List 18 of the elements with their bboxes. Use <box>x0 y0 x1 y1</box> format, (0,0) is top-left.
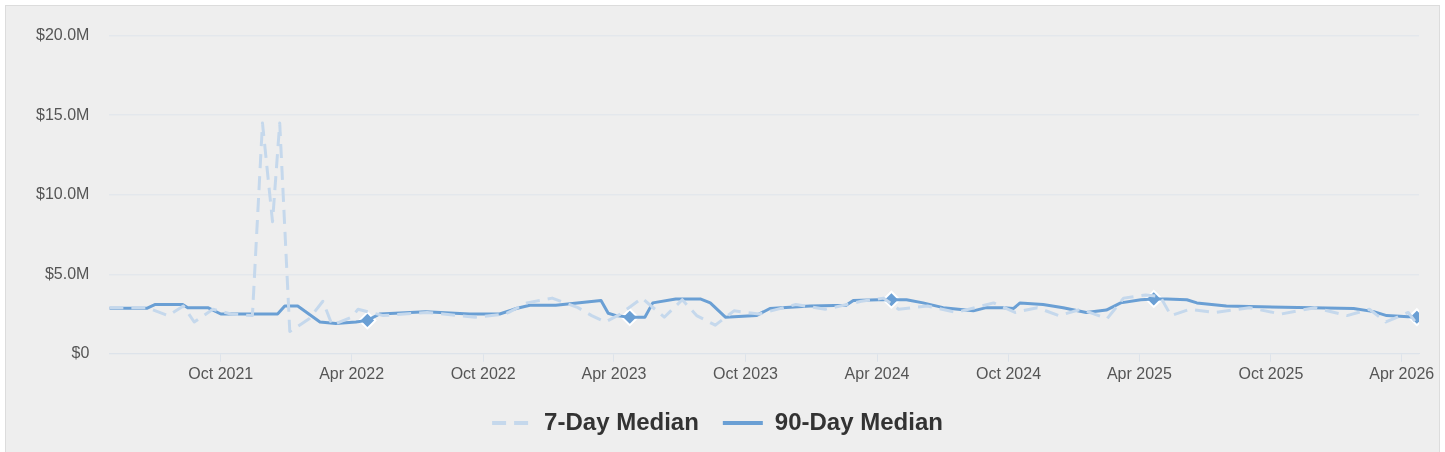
x-tick-label: Apr 2023 <box>581 364 647 382</box>
x-tick-label: Apr 2022 <box>319 364 385 382</box>
y-tick-label: $15.0M <box>35 105 90 123</box>
x-tick-label: Oct 2024 <box>976 364 1042 382</box>
y-tick-label: $5.0M <box>44 264 90 282</box>
y-tick-label: $0 <box>71 344 90 362</box>
line-series <box>109 121 1417 334</box>
x-tick-label: Oct 2025 <box>1238 364 1304 382</box>
x-tick-label: Oct 2021 <box>188 364 254 382</box>
x-tick-label: Apr 2024 <box>844 364 910 382</box>
y-tick-label: $10.0M <box>35 185 90 203</box>
y-tick-label: $20.0M <box>35 26 90 44</box>
x-tick-label: Oct 2023 <box>713 364 779 382</box>
x-tick-label: Apr 2025 <box>1106 364 1172 382</box>
x-tick-label: Oct 2022 <box>450 364 516 382</box>
legend-label: 7-Day Median <box>544 407 699 435</box>
legend-label: 90-Day Median <box>774 407 943 435</box>
x-tick-label: Apr 2026 <box>1369 364 1435 382</box>
